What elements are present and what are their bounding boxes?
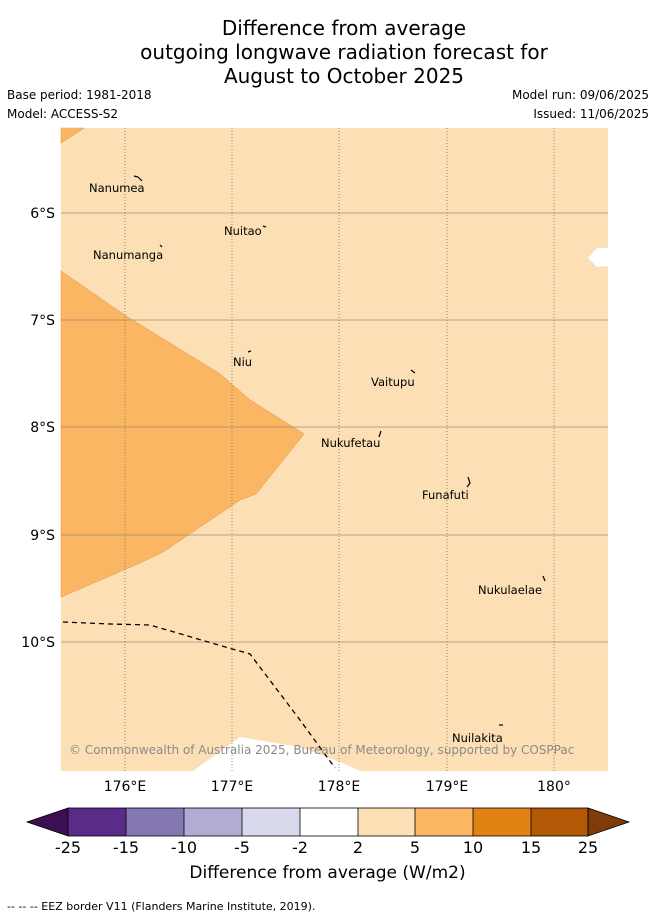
- colorbar-ticks: -25 -15 -10 -5 -2 2 5 10 15 25: [55, 838, 598, 857]
- colorbar: [25, 807, 631, 837]
- cbar-tick-25: 25: [578, 838, 598, 857]
- colorbar-bin-1: [68, 808, 126, 836]
- cbar-tick-neg25: -25: [55, 838, 81, 857]
- cbar-tick-neg10: -10: [171, 838, 197, 857]
- colorbar-bin-6: [358, 808, 415, 836]
- colorbar-dividers: [125, 808, 532, 836]
- lat-label-7s: 7°S: [30, 313, 55, 329]
- lon-label-178e: 178°E: [318, 779, 361, 795]
- lon-label-176e: 176°E: [104, 779, 147, 795]
- colorbar-bin-4: [242, 808, 300, 836]
- colorbar-frame: [67, 807, 589, 837]
- eez-border: [62, 621, 336, 769]
- colorbar-bin-2: [126, 808, 184, 836]
- eez-legend-text: -- -- -- EEZ border V11 (Flanders Marine…: [7, 900, 316, 913]
- cbar-tick-10: 10: [463, 838, 483, 857]
- copyright-credit: © Commonwealth of Australia 2025, Bureau…: [69, 743, 574, 757]
- island-label-nukulaelae: Nukulaelae: [478, 583, 542, 597]
- island-mark-nuitao: [262, 225, 267, 228]
- title-line-3: August to October 2025: [223, 64, 465, 88]
- lat-label-6s: 6°S: [30, 206, 55, 222]
- issued-date: Issued: 11/06/2025: [533, 107, 649, 121]
- island-label-niu: Niu: [233, 355, 252, 369]
- island-label-funafuti: Funafuti: [422, 488, 469, 502]
- colorbar-label: Difference from average (W/m2): [189, 863, 466, 883]
- island-mark-niu: [247, 350, 252, 353]
- lon-label-177e: 177°E: [211, 779, 254, 795]
- model-run: Model run: 09/06/2025: [511, 88, 649, 102]
- land-patch-bottom: [193, 737, 360, 771]
- land-patch-right: [588, 248, 608, 267]
- cbar-tick-neg15: -15: [113, 838, 139, 857]
- colorbar-bin-9: [531, 808, 588, 836]
- island-marks: [133, 175, 546, 726]
- lon-label-180: 180°: [537, 779, 571, 795]
- colorbar-bin-5: [300, 808, 358, 836]
- cbar-tick-neg5: -5: [234, 838, 250, 857]
- island-label-nuilakita: Nuilakita: [452, 731, 503, 745]
- colorbar-bin-8: [473, 808, 531, 836]
- island-label-nanumea: Nanumea: [89, 181, 145, 195]
- cbar-tick-neg2: -2: [292, 838, 308, 857]
- lat-label-9s: 9°S: [30, 528, 55, 544]
- island-label-nanumanga: Nanumanga: [93, 248, 163, 262]
- title-line-2: outgoing longwave radiation forecast for: [140, 40, 548, 64]
- colorbar-extend-high: [587, 807, 631, 837]
- chart-title: Difference from average outgoing longwav…: [0, 16, 655, 88]
- base-period: Base period: 1981-2018: [7, 88, 152, 102]
- island-mark-nukulaelae: [542, 575, 546, 582]
- island-mark-nukufetau: [378, 430, 382, 438]
- colorbar-bin-7: [415, 808, 473, 836]
- island-label-vaitupu: Vaitupu: [371, 375, 415, 389]
- colorbar-extend-low: [25, 807, 69, 837]
- cbar-tick-15: 15: [521, 838, 541, 857]
- island-mark-vaitupu: [410, 369, 416, 374]
- lon-gridlines: [124, 128, 555, 771]
- cbar-tick-2: 2: [353, 838, 363, 857]
- title-line-1: Difference from average: [221, 16, 467, 40]
- island-label-nukufetau: Nukufetau: [321, 436, 380, 450]
- island-mark-nanumea: [133, 175, 143, 182]
- lat-gridlines: [61, 212, 608, 643]
- lat-label-8s: 8°S: [30, 420, 55, 436]
- colorbar-bin-3: [184, 808, 242, 836]
- lon-label-179e: 179°E: [426, 779, 469, 795]
- anomaly-region-5-10-large: [60, 270, 305, 598]
- island-mark-nanumanga: [159, 244, 163, 248]
- island-label-nuitao: Nuitao: [224, 224, 262, 238]
- lat-label-10s: 10°S: [21, 635, 55, 651]
- anomaly-region-5-10: [60, 127, 86, 144]
- island-mark-funafuti: [466, 476, 471, 488]
- cbar-tick-5: 5: [410, 838, 420, 857]
- model-name: Model: ACCESS-S2: [7, 107, 119, 121]
